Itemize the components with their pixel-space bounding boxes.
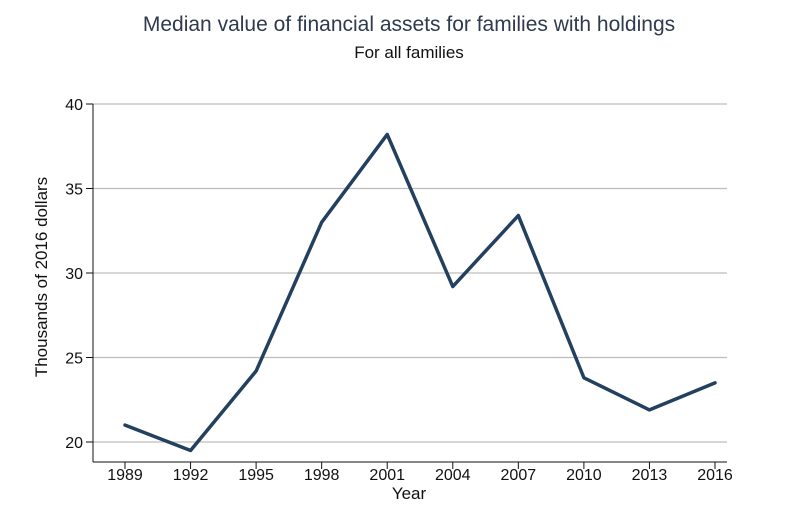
x-tick-label: 1989 xyxy=(107,467,143,484)
x-tick-label: 1992 xyxy=(173,467,209,484)
y-tick-label: 20 xyxy=(65,435,83,452)
y-axis-ticks: 20 25 30 35 40 xyxy=(65,97,93,452)
x-axis-ticks: 1989 1992 1995 1998 2001 2004 2007 2010 2013 2016 xyxy=(107,462,733,484)
x-tick-label: 2013 xyxy=(632,467,668,484)
y-tick-label: 35 xyxy=(65,182,83,199)
x-tick-label: 2001 xyxy=(369,467,405,484)
x-axis-label: Year xyxy=(392,484,427,503)
x-tick-label: 2004 xyxy=(435,467,471,484)
x-tick-label: 1998 xyxy=(304,467,340,484)
y-tick-label: 30 xyxy=(65,266,83,283)
x-tick-label: 2010 xyxy=(566,467,602,484)
chart-title: Median value of financial assets for fam… xyxy=(143,13,675,36)
chart-subtitle: For all families xyxy=(354,43,464,62)
y-axis-label: Thousands of 2016 dollars xyxy=(32,177,51,377)
y-tick-label: 25 xyxy=(65,351,83,368)
y-tick-label: 40 xyxy=(65,97,83,114)
series-line xyxy=(123,132,717,453)
gridlines xyxy=(93,103,727,443)
series xyxy=(123,132,717,453)
x-tick-label: 2007 xyxy=(501,467,537,484)
x-tick-label: 2016 xyxy=(697,467,733,484)
x-tick-label: 1995 xyxy=(238,467,274,484)
